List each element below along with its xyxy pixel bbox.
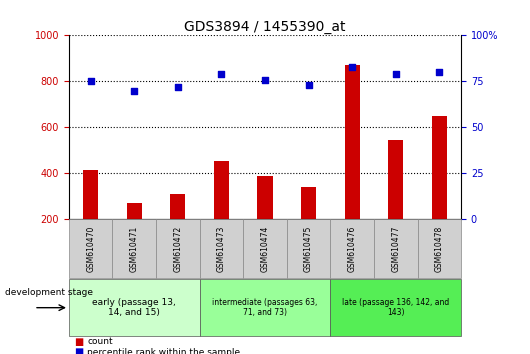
Point — [130, 88, 138, 93]
Text: early (passage 13,
14, and 15): early (passage 13, 14, and 15) — [92, 298, 176, 318]
Bar — [344, 65, 360, 219]
Bar — [301, 187, 316, 219]
Text: development stage: development stage — [5, 287, 93, 297]
Bar — [156, 219, 200, 278]
Bar — [83, 170, 99, 219]
Bar — [69, 279, 200, 336]
Point — [174, 84, 182, 90]
Bar — [330, 219, 374, 278]
Text: GSM610476: GSM610476 — [348, 225, 357, 272]
Bar — [243, 219, 287, 278]
Bar — [374, 219, 418, 278]
Bar — [287, 219, 330, 278]
Point — [435, 69, 444, 75]
Text: percentile rank within the sample: percentile rank within the sample — [87, 348, 241, 354]
Bar — [112, 219, 156, 278]
Text: GSM610472: GSM610472 — [173, 225, 182, 272]
Text: GSM610478: GSM610478 — [435, 225, 444, 272]
Bar — [170, 194, 185, 219]
Text: ■: ■ — [74, 347, 83, 354]
Text: GSM610473: GSM610473 — [217, 225, 226, 272]
Text: count: count — [87, 337, 113, 346]
Bar — [432, 116, 447, 219]
Point — [261, 77, 269, 82]
Text: late (passage 136, 142, and
143): late (passage 136, 142, and 143) — [342, 298, 449, 318]
Text: ■: ■ — [74, 337, 83, 347]
Point — [392, 71, 400, 77]
Bar — [388, 140, 403, 219]
Bar — [69, 219, 112, 278]
Bar — [200, 279, 330, 336]
Point — [348, 64, 356, 69]
Point — [304, 82, 313, 88]
Point — [217, 71, 226, 77]
Bar — [200, 219, 243, 278]
Title: GDS3894 / 1455390_at: GDS3894 / 1455390_at — [184, 21, 346, 34]
Text: intermediate (passages 63,
71, and 73): intermediate (passages 63, 71, and 73) — [213, 298, 317, 318]
Bar — [258, 176, 272, 219]
Point — [86, 79, 95, 84]
Bar — [127, 203, 142, 219]
Text: GSM610475: GSM610475 — [304, 225, 313, 272]
Text: GSM610471: GSM610471 — [130, 225, 139, 272]
Bar — [214, 161, 229, 219]
Bar — [418, 219, 461, 278]
Text: GSM610477: GSM610477 — [391, 225, 400, 272]
Text: GSM610470: GSM610470 — [86, 225, 95, 272]
Text: GSM610474: GSM610474 — [261, 225, 269, 272]
Bar — [330, 279, 461, 336]
